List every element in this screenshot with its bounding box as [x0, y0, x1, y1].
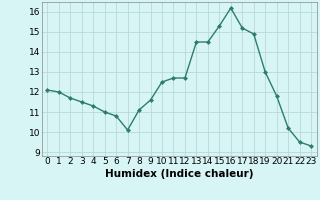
X-axis label: Humidex (Indice chaleur): Humidex (Indice chaleur): [105, 169, 253, 179]
